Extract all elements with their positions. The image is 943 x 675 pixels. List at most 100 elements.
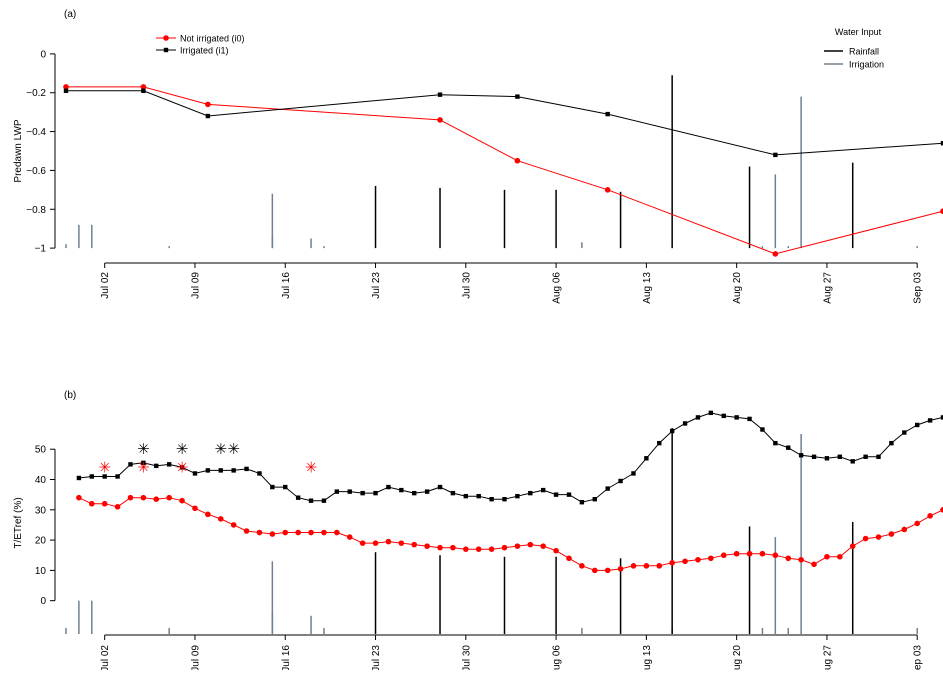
legend-label: Irrigation xyxy=(849,60,884,70)
data-point xyxy=(759,550,766,557)
data-point xyxy=(927,513,933,519)
data-point xyxy=(773,152,778,158)
data-point xyxy=(514,543,521,549)
data-point xyxy=(205,101,211,108)
data-point xyxy=(889,440,894,446)
data-point xyxy=(862,535,869,542)
data-point xyxy=(579,500,585,505)
data-point xyxy=(282,529,289,536)
x-tick-label: Jul 23 xyxy=(371,645,382,670)
data-point xyxy=(270,484,275,490)
data-point xyxy=(140,494,147,501)
x-tick-label: Sep 03 xyxy=(913,645,924,670)
data-point xyxy=(669,560,675,566)
data-point xyxy=(205,511,211,518)
data-point xyxy=(399,487,404,493)
data-point xyxy=(450,544,456,551)
data-point xyxy=(940,506,943,513)
data-point xyxy=(721,413,726,419)
legend-label: Irrigated (i1) xyxy=(180,46,229,56)
data-point xyxy=(888,531,895,537)
data-point xyxy=(140,84,147,90)
data-point xyxy=(940,141,943,146)
x-tick-label: Jul 16 xyxy=(281,645,292,670)
data-point xyxy=(515,94,520,99)
y-tick-label: 30 xyxy=(35,505,47,516)
data-point xyxy=(695,415,701,420)
data-point xyxy=(772,552,779,559)
data-point xyxy=(205,113,211,119)
significance-marker: ✳ xyxy=(214,441,227,458)
data-point xyxy=(437,484,443,490)
x-tick-label: Aug 20 xyxy=(732,272,743,304)
data-point xyxy=(127,494,134,501)
data-point xyxy=(592,496,597,502)
data-point xyxy=(231,468,236,473)
data-point xyxy=(359,540,366,546)
significance-marker: ✳ xyxy=(305,459,318,476)
y-axis-label: T/ETref (%) xyxy=(13,497,24,548)
significance-marker: ✳ xyxy=(176,441,189,458)
significance-marker: ✳ xyxy=(98,459,111,476)
data-point xyxy=(437,92,443,97)
data-point xyxy=(837,454,843,459)
y-tick-label: 0 xyxy=(40,49,46,60)
data-point xyxy=(824,553,830,560)
y-tick-label: 50 xyxy=(35,445,47,456)
x-tick-label: Jul 09 xyxy=(190,645,201,670)
data-point xyxy=(321,529,327,536)
data-point xyxy=(708,410,714,416)
x-tick-label: Jul 23 xyxy=(371,272,382,299)
y-tick-label: 0 xyxy=(40,596,46,607)
data-point xyxy=(502,496,507,502)
legend-label: Not irrigated (i0) xyxy=(180,34,245,44)
data-point xyxy=(811,454,817,459)
data-point xyxy=(269,531,276,537)
x-tick-label: Aug 13 xyxy=(642,272,653,304)
data-point xyxy=(372,540,379,546)
y-tick-label: −0.4 xyxy=(26,127,46,138)
data-point xyxy=(295,495,301,500)
data-point xyxy=(88,500,95,507)
y-tick-label: 20 xyxy=(35,536,47,547)
data-point xyxy=(824,456,830,461)
data-point xyxy=(656,563,663,569)
x-tick-label: Aug 13 xyxy=(642,645,653,670)
data-point xyxy=(863,454,868,459)
data-point xyxy=(591,567,598,574)
data-point xyxy=(424,543,430,549)
significance-marker: ✳ xyxy=(176,459,189,476)
data-point xyxy=(346,534,353,540)
data-point xyxy=(217,516,224,522)
data-point xyxy=(720,552,727,559)
data-point xyxy=(527,541,534,548)
data-point xyxy=(334,529,340,536)
panel-b: (b) 0 10 20 30 40 50 T/ETref (%) Jul 02 Jul 09 Jul… xyxy=(13,390,943,675)
data-point xyxy=(63,84,69,90)
data-point xyxy=(540,543,546,549)
significance-marker: ✳ xyxy=(227,441,240,458)
data-point xyxy=(450,490,456,496)
data-point xyxy=(308,498,314,503)
data-point xyxy=(605,486,610,491)
data-point xyxy=(940,415,943,420)
data-point xyxy=(643,563,650,569)
x-tick-label: Aug 20 xyxy=(732,645,743,670)
data-point xyxy=(476,493,481,499)
data-point xyxy=(708,555,714,562)
legend-title: Water Input xyxy=(835,27,882,37)
data-point xyxy=(682,558,688,565)
data-point xyxy=(489,496,494,502)
x-tick-label: Aug 06 xyxy=(552,272,563,304)
data-point xyxy=(604,187,611,193)
data-point xyxy=(901,526,908,533)
data-point xyxy=(927,418,933,423)
legend-marker xyxy=(163,47,169,53)
data-point xyxy=(514,157,521,164)
data-point xyxy=(915,422,920,428)
x-tick-label: Jul 30 xyxy=(461,272,472,299)
data-point xyxy=(772,251,779,257)
data-point xyxy=(141,88,146,93)
panel-a: (a) 0 −0.2 −0.4 −0.6 −0.8 −1 Predawn LWP Jul 02 J… xyxy=(13,9,943,304)
